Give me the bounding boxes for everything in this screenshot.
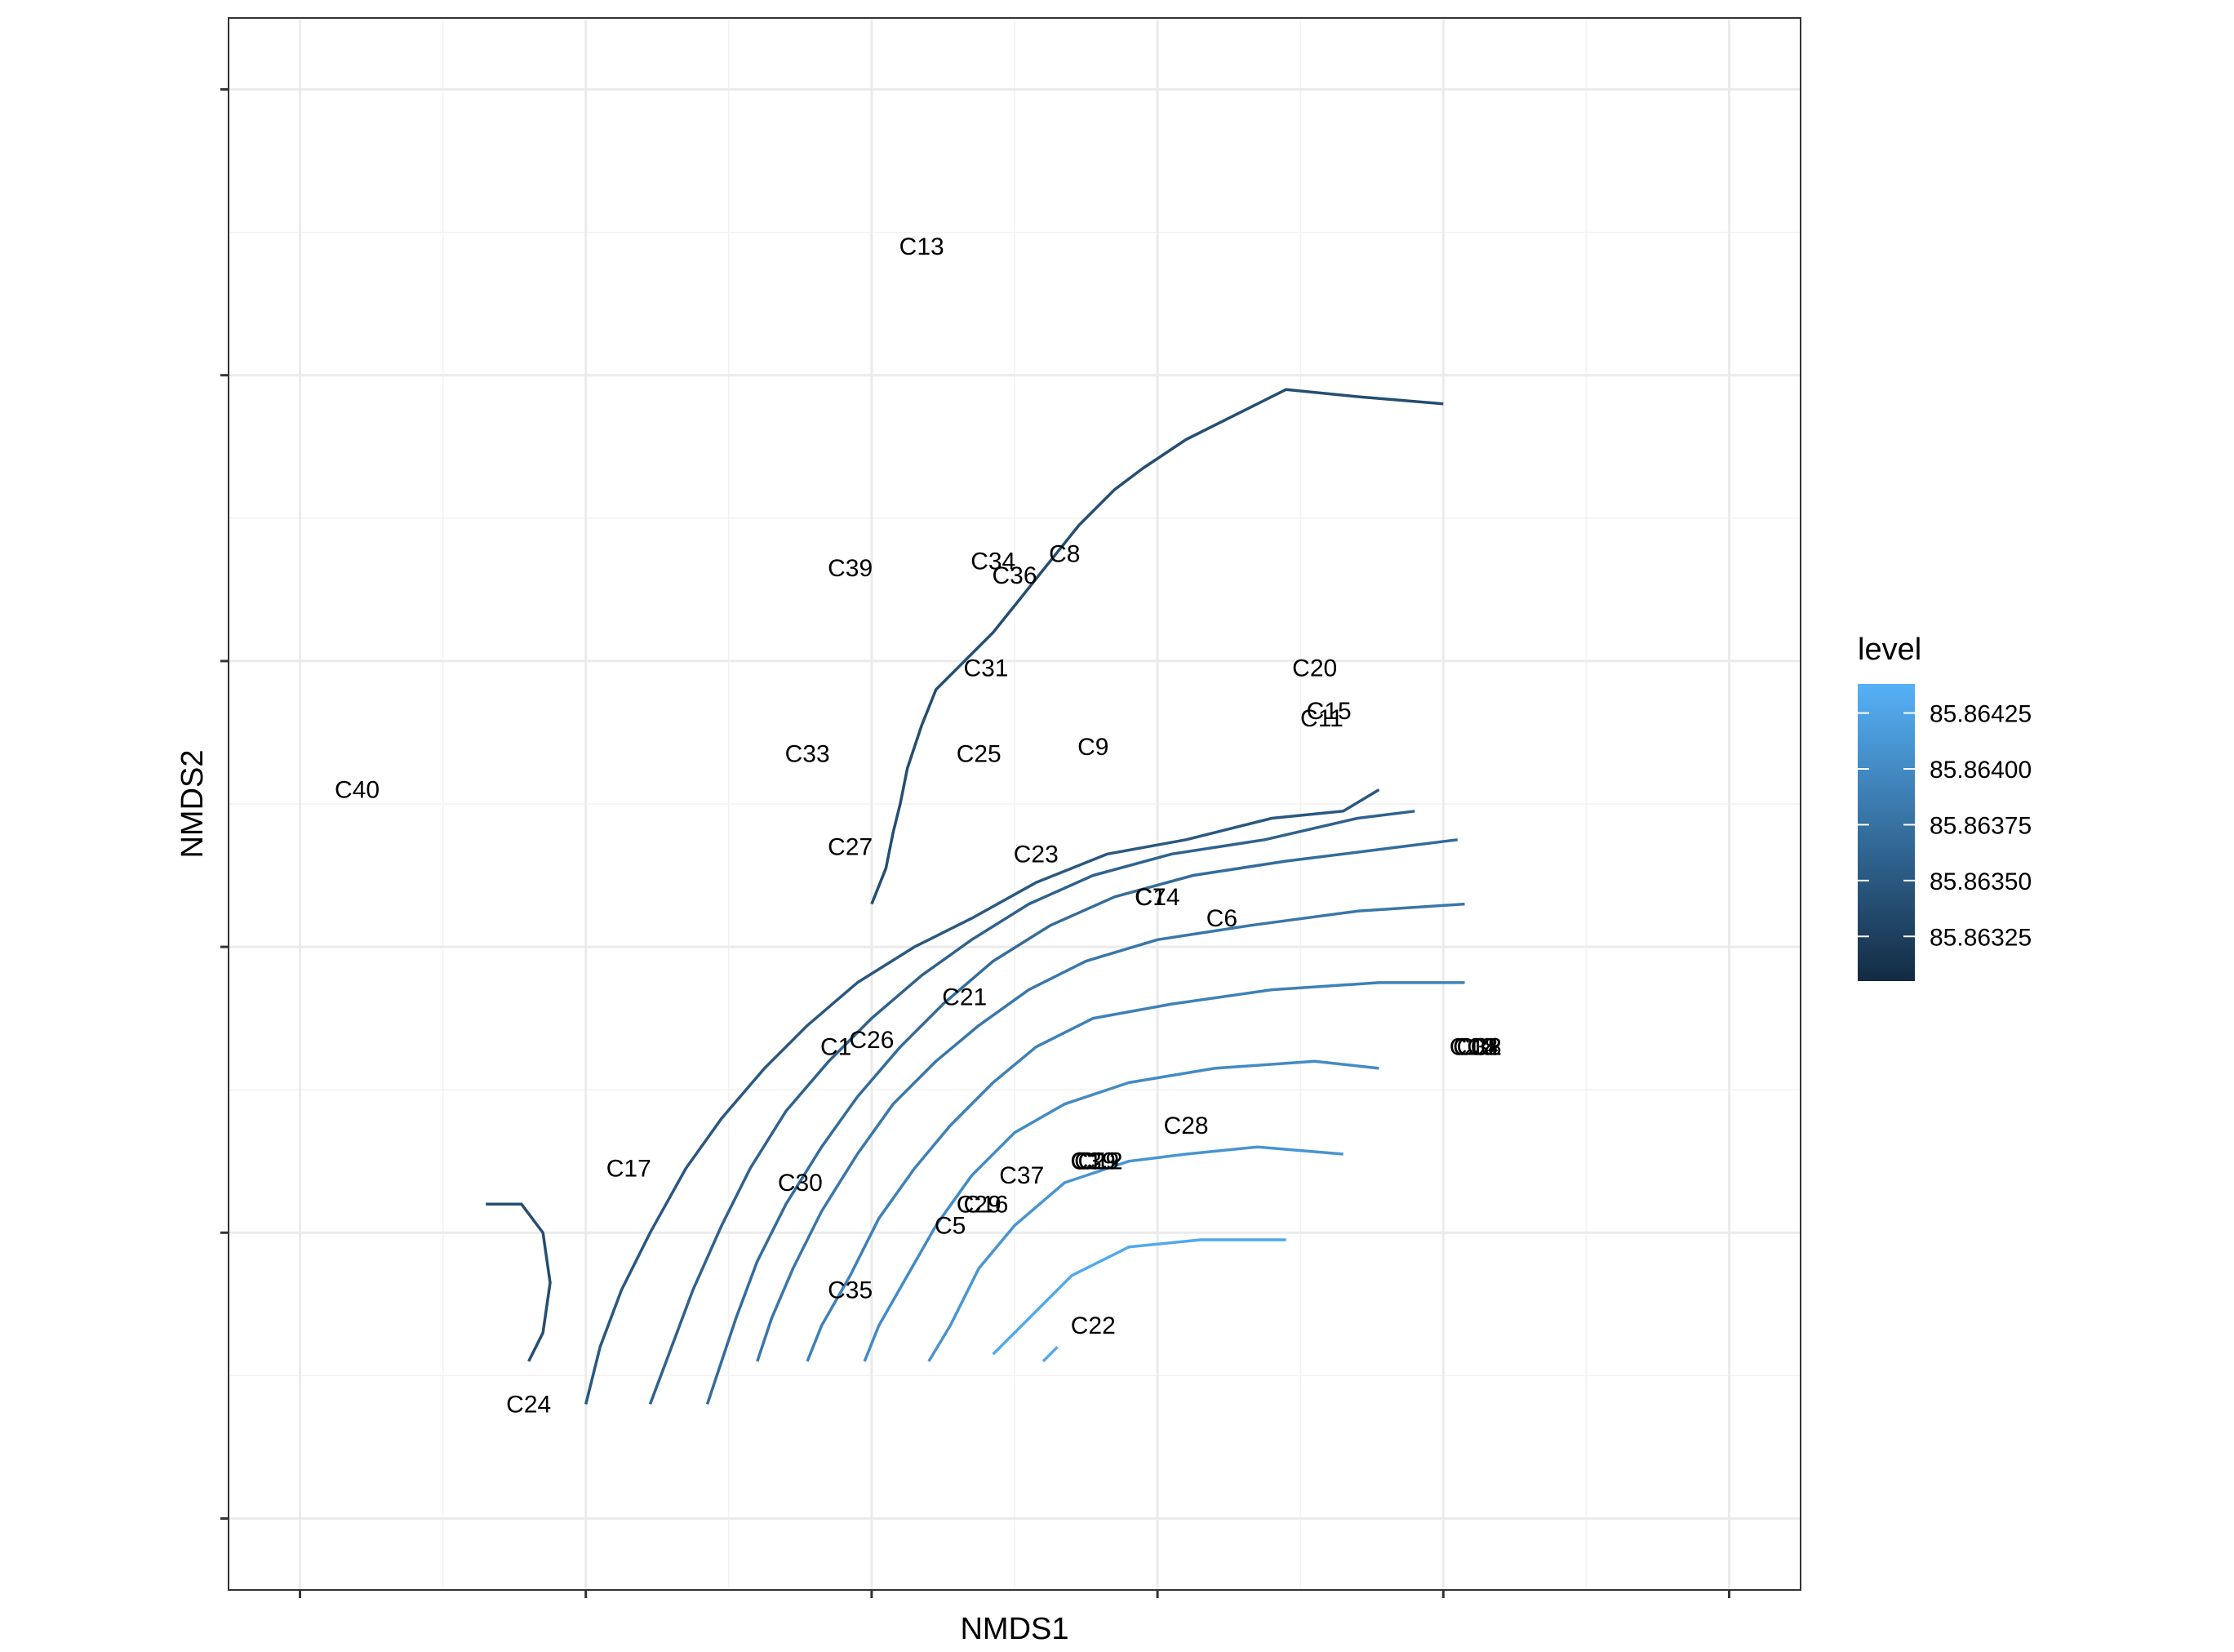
- contour-line: [863, 1059, 1379, 1362]
- point-label: C9: [1077, 734, 1108, 761]
- y-axis-title: NMDS2: [175, 749, 210, 858]
- point-label: C12: [1078, 1148, 1123, 1175]
- contour-line: [705, 1382, 716, 1405]
- plot-border: [228, 17, 1801, 1591]
- contour-line: [806, 981, 1465, 1362]
- point-label: C6: [1206, 905, 1237, 932]
- grid-minor: [229, 18, 1801, 1590]
- point-label: C35: [828, 1277, 873, 1303]
- point-label: C28: [1164, 1112, 1209, 1139]
- point-label: C30: [778, 1170, 823, 1197]
- contour-lines: [486, 388, 1465, 1406]
- legend-tick-label: 85.86400: [1930, 757, 2032, 784]
- point-label: C3: [1070, 1148, 1101, 1175]
- point-label: C13: [899, 233, 944, 260]
- point-label: C16: [963, 1191, 1008, 1218]
- point-label: C26: [849, 1027, 894, 1054]
- legend-tick-label: 85.86425: [1930, 701, 2032, 728]
- point-label: C21: [942, 984, 987, 1010]
- point-label: C31: [963, 655, 1008, 682]
- point-label: C14: [1135, 884, 1180, 911]
- legend-title: level: [1858, 633, 1921, 667]
- point-label: C23: [1014, 841, 1059, 868]
- legend: level 85.8632585.8635085.8637585.8640085…: [1858, 633, 2032, 981]
- legend-tick-label: 85.86325: [1930, 924, 2032, 951]
- contour-line: [870, 388, 1444, 905]
- point-label: C36: [992, 562, 1037, 589]
- contour-line: [992, 1238, 1286, 1356]
- point-label: C25: [957, 741, 1002, 768]
- point-label: C15: [1307, 698, 1352, 725]
- point-label: C19: [1071, 1148, 1116, 1175]
- contour-line: [648, 810, 1415, 1406]
- point-label: C5: [935, 1213, 966, 1240]
- point-label: C17: [606, 1155, 651, 1182]
- point-label: C20: [1292, 655, 1337, 682]
- point-label: C37: [999, 1162, 1044, 1189]
- y-axis-ticks: [220, 88, 229, 1520]
- point-label: C38: [1457, 1034, 1502, 1061]
- point-label: C24: [506, 1391, 551, 1418]
- contour-line: [486, 1202, 552, 1362]
- point-label: C29: [957, 1191, 1002, 1218]
- grid-major: [229, 18, 1801, 1590]
- point-label: C10: [1450, 1034, 1495, 1061]
- point-label: C39: [828, 555, 873, 582]
- point-label: C27: [828, 834, 873, 861]
- point-label: C22: [1071, 1312, 1116, 1339]
- contour-line: [713, 838, 1459, 1383]
- legend-tick-label: 85.86375: [1930, 812, 2032, 839]
- contour-line: [756, 902, 1465, 1362]
- legend-tick-label: 85.86350: [1930, 868, 2032, 895]
- contour-line: [927, 1145, 1344, 1362]
- point-label: C18: [1453, 1034, 1498, 1061]
- point-label: C2: [1471, 1034, 1502, 1061]
- legend-colorbar: [1858, 684, 1915, 981]
- point-label: C40: [335, 776, 380, 803]
- point-label: C1: [820, 1034, 851, 1061]
- contour-line: [1041, 1346, 1059, 1363]
- point-label: C8: [1049, 541, 1080, 568]
- point-label: C29: [1074, 1148, 1119, 1175]
- point-label: C7: [1135, 884, 1166, 911]
- point-label: C4: [1467, 1034, 1498, 1061]
- x-axis-ticks: [299, 1590, 1730, 1598]
- point-label: C33: [785, 741, 830, 768]
- x-axis-title: NMDS1: [960, 1612, 1068, 1646]
- legend-ticks: 85.86325 85.86350 85.86375 85.86400 85.86425: [1858, 701, 2032, 951]
- point-label: C34: [970, 548, 1015, 575]
- contour-line: [584, 788, 1380, 1405]
- point-label: C11: [1300, 705, 1344, 732]
